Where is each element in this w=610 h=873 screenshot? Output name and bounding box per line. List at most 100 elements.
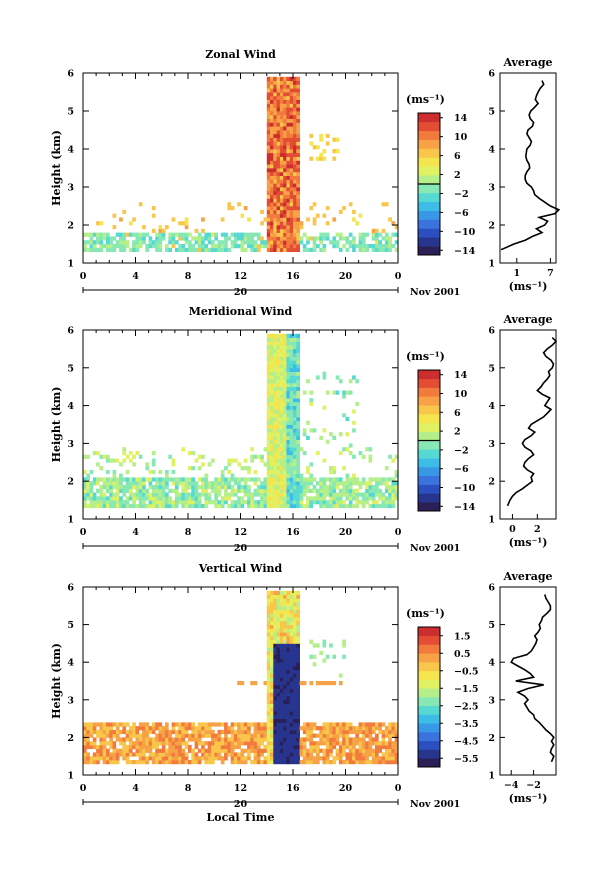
- field-cell: [368, 492, 373, 497]
- field-cell: [270, 190, 274, 195]
- field-cell: [227, 236, 232, 241]
- field-cell: [319, 133, 323, 138]
- colorbar-swatch: [418, 201, 440, 211]
- field-cell: [388, 737, 392, 742]
- field-cell: [342, 503, 346, 509]
- colorbar-swatch: [418, 688, 440, 698]
- field-cell: [174, 752, 179, 757]
- colorbar-tick-label: −6: [454, 208, 469, 219]
- field-cell: [286, 428, 291, 433]
- field-cell: [296, 628, 300, 633]
- field-cell: [270, 666, 274, 671]
- field-cell: [145, 477, 149, 482]
- field-cell: [283, 748, 287, 753]
- field-cell: [361, 492, 366, 497]
- field-cell: [273, 160, 277, 165]
- field-cell: [375, 240, 379, 245]
- field-cell: [184, 221, 189, 226]
- field-cell: [273, 477, 277, 482]
- field-cell: [148, 503, 153, 509]
- field-cell: [89, 726, 94, 731]
- field-cell: [289, 447, 294, 452]
- field-cell: [276, 228, 281, 233]
- field-cell: [293, 156, 297, 161]
- field-cell: [293, 718, 297, 723]
- field-cell: [283, 99, 287, 104]
- field-cell: [161, 228, 166, 233]
- field-cell: [89, 232, 94, 237]
- field-cell: [273, 80, 277, 85]
- field-cell: [119, 496, 123, 501]
- field-cell: [270, 677, 274, 682]
- field-cell: [181, 756, 186, 761]
- field-cell: [289, 382, 294, 388]
- field-cell: [266, 488, 271, 493]
- field-cell: [237, 733, 241, 738]
- field-cell: [155, 477, 159, 482]
- profile-y-tick-label: 5: [488, 363, 495, 374]
- field-cell: [270, 643, 274, 648]
- field-cell: [358, 451, 363, 456]
- field-cell: [138, 500, 143, 505]
- field-cell: [332, 390, 337, 395]
- field-cell: [171, 752, 176, 757]
- field-cell: [286, 187, 291, 192]
- field-cell: [138, 748, 143, 753]
- field-cell: [391, 488, 396, 493]
- field-cell: [99, 737, 104, 742]
- field-cell: [293, 114, 297, 119]
- field-cell: [286, 413, 291, 418]
- field-cell: [394, 744, 399, 750]
- field-cell: [352, 428, 356, 433]
- field-cell: [296, 466, 300, 471]
- field-cell: [283, 666, 287, 671]
- field-cell: [217, 481, 222, 486]
- field-cell: [112, 744, 117, 750]
- field-cell: [224, 247, 228, 252]
- field-cell: [371, 748, 376, 753]
- field-cell: [296, 76, 300, 81]
- field-cell: [250, 492, 254, 497]
- field-cell: [83, 733, 87, 738]
- field-cell: [184, 217, 189, 222]
- field-cell: [335, 503, 340, 509]
- field-cell: [296, 149, 300, 154]
- colorbar-tick-label: −10: [454, 483, 476, 494]
- field-cell: [168, 240, 172, 245]
- field-cell: [342, 737, 346, 742]
- field-cell: [112, 244, 117, 249]
- field-cell: [86, 726, 90, 731]
- field-cell: [122, 744, 127, 750]
- field-cell: [273, 729, 277, 735]
- field-cell: [293, 364, 297, 369]
- x-tick-label: 12: [234, 527, 247, 538]
- y-axis-label: Height (km): [50, 130, 63, 206]
- field-cell: [384, 477, 389, 482]
- field-cell: [132, 247, 136, 252]
- field-cell: [89, 722, 94, 727]
- field-cell: [273, 598, 277, 603]
- field-cell: [220, 469, 225, 475]
- field-cell: [312, 662, 317, 667]
- field-cell: [276, 432, 281, 437]
- field-cell: [358, 232, 363, 237]
- field-cell: [92, 481, 97, 486]
- field-cell: [286, 225, 291, 230]
- field-cell: [309, 503, 314, 509]
- field-cell: [106, 232, 110, 237]
- field-cell: [243, 232, 248, 237]
- field-cell: [188, 485, 192, 490]
- profile-y-tick-label: 2: [488, 477, 495, 488]
- field-cell: [102, 236, 107, 241]
- field-cell: [319, 485, 323, 490]
- field-cell: [368, 447, 373, 452]
- field-cell: [102, 496, 107, 501]
- field-cell: [270, 711, 274, 716]
- field-cell: [197, 492, 202, 497]
- field-cell: [289, 345, 294, 350]
- field-cell: [293, 209, 297, 214]
- field-cell: [125, 496, 130, 501]
- field-cell: [266, 707, 271, 712]
- colorbar-swatch: [418, 219, 440, 229]
- field-cell: [279, 602, 284, 607]
